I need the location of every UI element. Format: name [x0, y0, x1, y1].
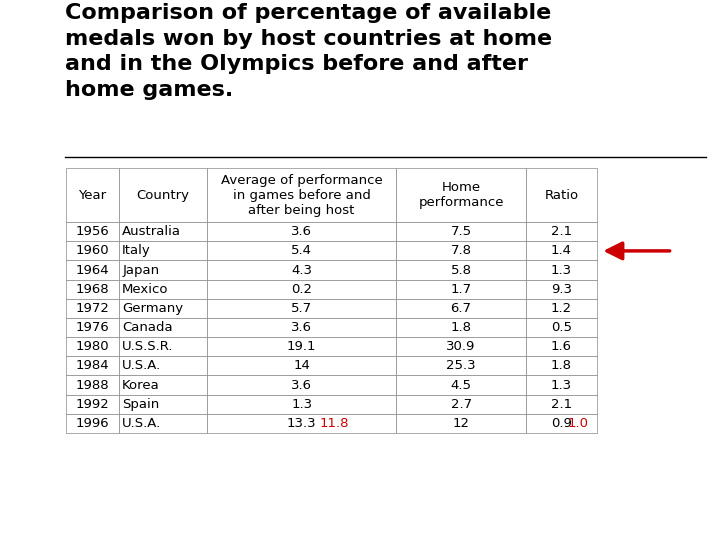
Text: 1.0: 1.0: [567, 417, 588, 430]
Text: Comparison of percentage of available
medals won by host countries at home
and i: Comparison of percentage of available me…: [65, 3, 552, 100]
Text: 11.8: 11.8: [320, 417, 349, 430]
Text: SWINBURNE
UNIVERSITY OF
TECHNOLOGY: SWINBURNE UNIVERSITY OF TECHNOLOGY: [76, 493, 123, 511]
Text: SWiN
BUR
·NE·: SWiN BUR ·NE·: [16, 481, 53, 523]
